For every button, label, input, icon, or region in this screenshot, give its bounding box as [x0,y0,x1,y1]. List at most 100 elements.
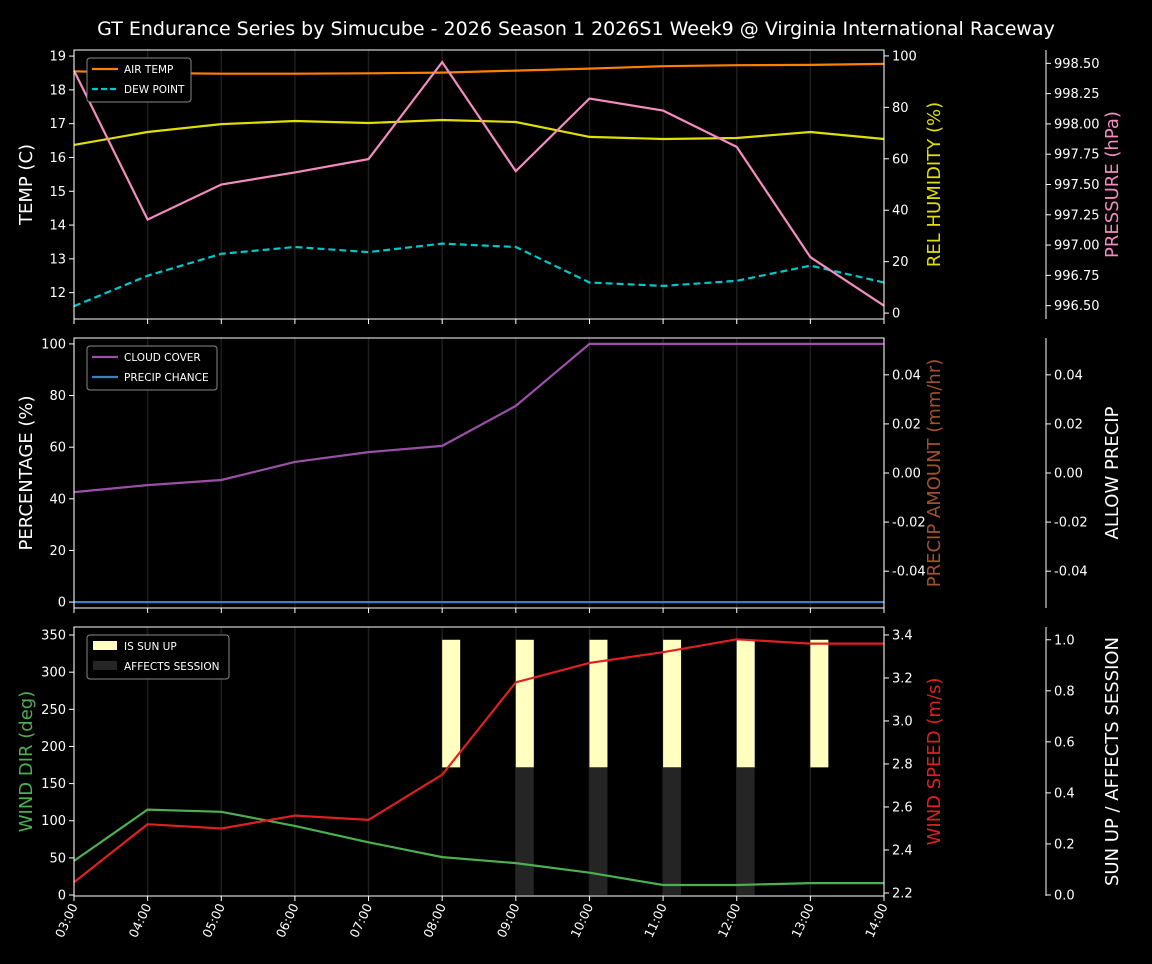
legend-box [86,634,230,680]
bar-affects-session [589,767,608,895]
y-tick-label: 2.6 [892,800,913,815]
x-tick-label: 12:00 [715,901,744,940]
y-tick-label: 20 [892,255,909,270]
panel-1: 12 13 14 15 16 17 18 19 TEMP (C) 0 20 40 60 80 100 REL … [16,49,1123,324]
axis-label: WIND DIR (deg) [16,691,37,833]
x-tick-label: 08:00 [420,901,449,940]
y-tick-label: 100 [41,337,66,352]
y-tick-label: 0.00 [892,467,921,482]
x-tick-label: 11:00 [641,901,670,940]
bar-is-sun-up [515,639,534,768]
legend-label: IS SUN UP [124,641,177,653]
y-tick-label: 0.8 [1054,684,1075,699]
y-tick-label: 2.4 [892,843,913,858]
y-tick-label: 100 [892,49,917,64]
x-tick-label: 07:00 [346,901,375,940]
y-tick-label: 998.50 [1054,57,1100,72]
y-tick-label: 17 [49,117,66,132]
y-tick-label: 18 [49,83,66,98]
y-tick-label: 0.4 [1054,786,1075,801]
y-tick-label: 80 [892,101,909,116]
x-tick-label: 04:00 [126,901,155,940]
y-tick-label: 0 [892,307,900,322]
y-tick-label: 40 [892,204,909,219]
axis-label: PRECIP AMOUNT (mm/hr) [924,359,945,588]
series-line-axis0 [73,808,884,887]
legend-swatch [93,661,117,670]
y-tick-label: 996.50 [1054,299,1100,314]
bar-is-sun-up [589,639,608,768]
y-tick-label: 16 [49,151,66,166]
y-tick-label: 13 [49,252,66,267]
y-tick-label: 0 [58,889,66,904]
x-tick-label: 06:00 [273,901,302,940]
series-line-axis1 [73,638,884,884]
y-tick-label: 2.8 [892,757,913,772]
y-tick-label: 998.25 [1054,87,1100,102]
y-tick-label: 19 [49,50,66,65]
y-tick-label: 14 [49,219,66,234]
y-tick-label: 0.04 [1054,368,1083,383]
x-tick-label: 09:00 [494,901,523,940]
panel-2: 0 20 40 60 80 100 PERCENTAGE (%) -0.04 -0.02 0.00… [16,337,1123,613]
y-tick-label: 20 [49,544,66,559]
x-tick-label: 13:00 [788,901,817,940]
legend-label: CLOUD COVER [124,352,201,364]
y-tick-label: -0.04 [1054,565,1088,580]
chart-title: GT Endurance Series by Simucube - 2026 S… [97,18,1055,40]
y-tick-label: 300 [41,666,66,681]
y-tick-label: -0.02 [1054,516,1088,531]
series-line-cloud-cover [73,342,884,494]
legend-label: AIR TEMP [124,64,173,76]
legend-box [86,345,218,391]
y-tick-label: 997.75 [1054,148,1100,163]
y-tick-label: 60 [49,441,66,456]
panel-3: 0 50 100 150 200 250 300 350 WIND DIR (deg) 2.2 2.… [16,626,1123,940]
y-tick-label: 50 [49,851,66,866]
y-tick-label: 997.00 [1054,239,1100,254]
bar-is-sun-up [442,639,461,768]
y-tick-label: 200 [41,740,66,755]
bar-is-sun-up [663,639,682,768]
legend-label: DEW POINT [124,84,185,96]
y-tick-label: 0 [58,596,66,611]
y-tick-label: 0.6 [1054,735,1075,750]
y-tick-label: 0.04 [892,368,921,383]
y-tick-label: 40 [49,492,66,507]
x-tick-label: 05:00 [199,901,228,940]
bar-affects-session [736,767,755,895]
x-tick-label: 03:00 [52,901,81,940]
y-tick-label: 350 [41,629,66,644]
y-tick-label: 3.4 [892,628,913,643]
y-tick-label: 250 [41,703,66,718]
bar-is-sun-up [810,639,829,768]
legend-swatch [93,641,117,650]
y-tick-label: 997.25 [1054,208,1100,223]
axis-label: REL HUMIDITY (%) [924,102,945,267]
y-tick-label: 996.75 [1054,269,1100,284]
y-tick-label: 0.00 [1054,467,1083,482]
y-tick-label: -0.02 [892,516,926,531]
y-tick-label: 80 [49,389,66,404]
bar-affects-session [515,767,534,895]
y-tick-label: 3.2 [892,671,913,686]
x-tick-label: 10:00 [567,901,596,940]
axis-label: SUN UP / AFFECTS SESSION [1102,637,1123,886]
y-tick-label: 998.00 [1054,117,1100,132]
series-line-dew-point [73,242,885,308]
y-tick-label: 150 [41,777,66,792]
y-tick-label: 0.2 [1054,837,1075,852]
plot-frame [73,49,885,320]
plot-frame [73,626,885,897]
y-tick-label: 60 [892,152,909,167]
bar-affects-session [663,767,682,895]
y-tick-label: 1.0 [1054,633,1075,648]
legend-label: PRECIP CHANCE [124,372,209,384]
axis-label: TEMP (C) [16,144,37,226]
y-tick-label: -0.04 [892,565,926,580]
axis-label: PERCENTAGE (%) [16,395,37,550]
y-tick-label: 0.0 [1054,888,1075,903]
y-tick-label: 2.2 [892,886,913,901]
y-tick-label: 15 [49,185,66,200]
